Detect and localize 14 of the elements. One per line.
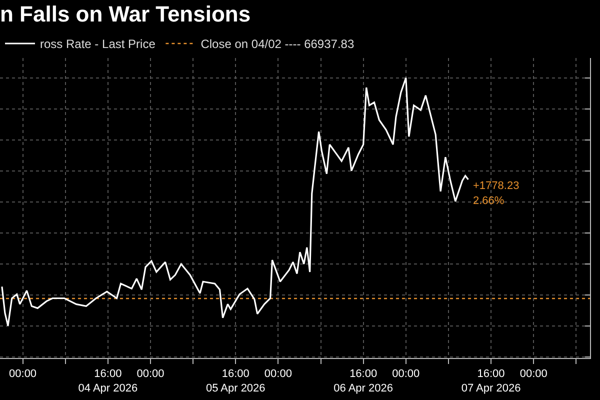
legend-label: Close on 04/02 ---- 66937.83 bbox=[200, 37, 354, 52]
x-tick-label: 00:00 bbox=[136, 368, 164, 380]
x-tick-label: 16:00 05 Apr 2026 bbox=[206, 368, 266, 394]
x-tick-label: 00:00 bbox=[392, 368, 420, 380]
x-tick-label: 00:00 bbox=[9, 368, 37, 380]
x-tick-label: 16:00 04 Apr 2026 bbox=[78, 368, 138, 394]
x-tick-label: 16:00 07 Apr 2026 bbox=[461, 368, 521, 394]
annotation: +1778.23 bbox=[473, 180, 520, 192]
chart-title: n Falls on War Tensions bbox=[0, 1, 251, 26]
x-tick-label: 00:00 bbox=[520, 368, 548, 380]
annotation: 2.66% bbox=[473, 195, 504, 207]
x-tick-label: 16:00 06 Apr 2026 bbox=[334, 368, 393, 394]
legend-label: ross Rate - Last Price bbox=[40, 37, 156, 52]
x-tick-label: 00:00 bbox=[264, 368, 292, 380]
